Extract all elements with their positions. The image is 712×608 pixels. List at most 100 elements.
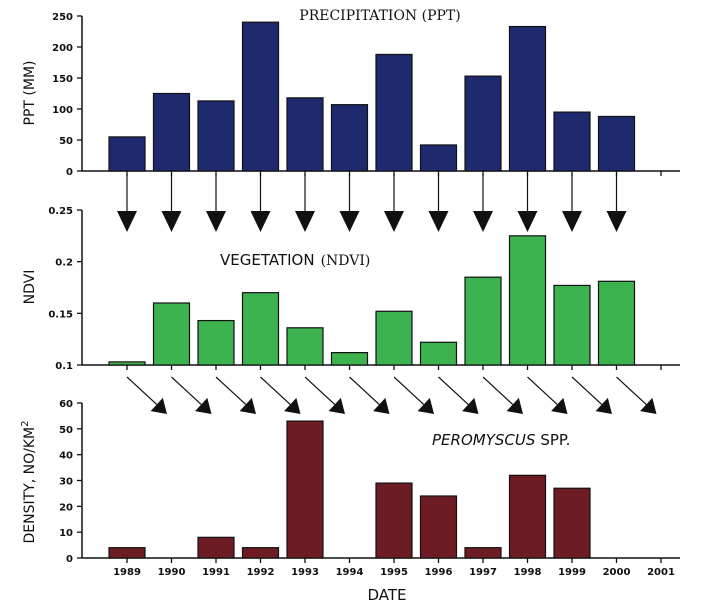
bar-1995 — [376, 483, 412, 558]
x-tick-label: 2001 — [647, 567, 675, 578]
bar-1997 — [465, 277, 501, 365]
y-tick-label: 30 — [59, 477, 73, 488]
bar-1995 — [376, 311, 412, 365]
x-tick-label: 1990 — [158, 567, 186, 578]
arrow-shaft — [572, 377, 602, 404]
y-tick-label: 20 — [59, 502, 73, 513]
y-tick-label: 200 — [52, 43, 73, 54]
bar-1996 — [421, 496, 457, 558]
arrow-head-down — [295, 211, 315, 232]
arrow-head-down — [607, 211, 627, 232]
density-ylabel-sup: 2 — [20, 421, 31, 427]
arrow-shaft — [617, 377, 647, 404]
y-tick-label: 0.2 — [55, 258, 73, 269]
arrow-head-down — [251, 211, 271, 232]
bar-1993 — [287, 328, 323, 365]
bar-1993 — [287, 421, 323, 558]
bar-1989 — [109, 548, 145, 558]
y-tick-label: 40 — [59, 451, 73, 462]
arrow-shaft — [439, 377, 469, 404]
x-tick-label: 2000 — [603, 567, 631, 578]
arrow-shaft — [305, 377, 335, 404]
arrow-shaft — [261, 377, 291, 404]
y-tick-label: 0 — [66, 167, 73, 178]
bar-1991 — [198, 537, 234, 558]
ndvi-title: VEGETATION (NDVI) — [220, 251, 370, 269]
x-tick-label: 1997 — [469, 567, 497, 578]
density-ylabel: DENSITY, NO/KM2 — [20, 421, 38, 544]
x-tick-label: 1996 — [425, 567, 453, 578]
ndvi-ylabel: NDVI — [22, 270, 38, 305]
x-tick-label: 1991 — [202, 567, 230, 578]
y-tick-label: 0.25 — [48, 206, 73, 217]
x-tick-label: 1995 — [380, 567, 408, 578]
bar-1997 — [465, 548, 501, 558]
arrow-head-down — [562, 211, 582, 232]
bar-1996 — [421, 145, 457, 171]
bar-1996 — [421, 342, 457, 365]
x-tick-label: 1994 — [336, 567, 364, 578]
x-tick-label: 1992 — [247, 567, 275, 578]
arrow-shaft — [483, 377, 513, 404]
bar-1991 — [198, 321, 234, 365]
bar-1992 — [243, 22, 279, 171]
arrow-shaft — [350, 377, 380, 404]
bar-1995 — [376, 54, 412, 171]
y-tick-label: 0 — [66, 554, 73, 565]
bar-1989 — [109, 137, 145, 171]
density-ylabel-main: DENSITY, NO/KM — [22, 427, 38, 544]
x-tick-label: 1998 — [514, 567, 542, 578]
arrow-shaft — [394, 377, 424, 404]
bar-2000 — [599, 116, 635, 171]
bar-1998 — [510, 27, 546, 171]
arrow-head-down — [117, 211, 137, 232]
bar-1999 — [554, 112, 590, 171]
bar-1992 — [243, 293, 279, 365]
density-xlabel: DATE — [367, 586, 406, 604]
arrow-head-down — [473, 211, 493, 232]
bar-1990 — [154, 94, 190, 172]
ppt-ylabel: PPT (MM) — [22, 61, 38, 126]
y-tick-label: 0.1 — [55, 361, 73, 372]
arrow-head-down — [429, 211, 449, 232]
bar-1990 — [154, 303, 190, 365]
arrow-head-down — [206, 211, 226, 232]
bar-1992 — [243, 548, 279, 558]
y-tick-label: 0.15 — [48, 309, 73, 320]
y-tick-label: 50 — [59, 136, 73, 147]
bar-1989 — [109, 362, 145, 365]
arrow-shaft — [216, 377, 246, 404]
bar-2000 — [599, 281, 635, 365]
arrow-shaft — [172, 377, 202, 404]
arrow-shaft — [127, 377, 157, 404]
bar-1999 — [554, 285, 590, 365]
bar-1999 — [554, 488, 590, 558]
bar-1991 — [198, 101, 234, 171]
y-tick-label: 10 — [59, 528, 73, 539]
bar-1997 — [465, 76, 501, 171]
arrow-head-down — [518, 211, 538, 232]
arrow-head-down — [340, 211, 360, 232]
x-tick-label: 1989 — [113, 567, 141, 578]
x-tick-label: 1993 — [291, 567, 319, 578]
bar-1994 — [332, 105, 368, 171]
ppt-title: PRECIPITATION (PPT) — [299, 8, 460, 24]
bar-1993 — [287, 98, 323, 171]
y-tick-label: 60 — [59, 399, 73, 410]
bar-1998 — [510, 236, 546, 365]
density-title-rest: SPP. — [540, 431, 570, 449]
ndvi-title-sans: VEGETATION — [220, 251, 315, 269]
y-tick-label: 100 — [52, 105, 73, 116]
y-tick-label: 250 — [52, 12, 73, 23]
arrow-head-down — [162, 211, 182, 232]
arrow-head-down — [384, 211, 404, 232]
y-tick-label: 50 — [59, 425, 73, 436]
chart-marks: 0 50 100 150 200 250 0.1 0.15 0.2 0.25 0 10 20 30 40 50… — [48, 12, 675, 578]
y-tick-label: 150 — [52, 74, 73, 85]
bar-1998 — [510, 475, 546, 558]
density-title: PEROMYSCUS SPP. — [432, 431, 570, 449]
arrow-shaft — [528, 377, 558, 404]
density-title-italic: PEROMYSCUS — [432, 431, 536, 449]
ndvi-title-serif: (NDVI) — [321, 253, 371, 269]
